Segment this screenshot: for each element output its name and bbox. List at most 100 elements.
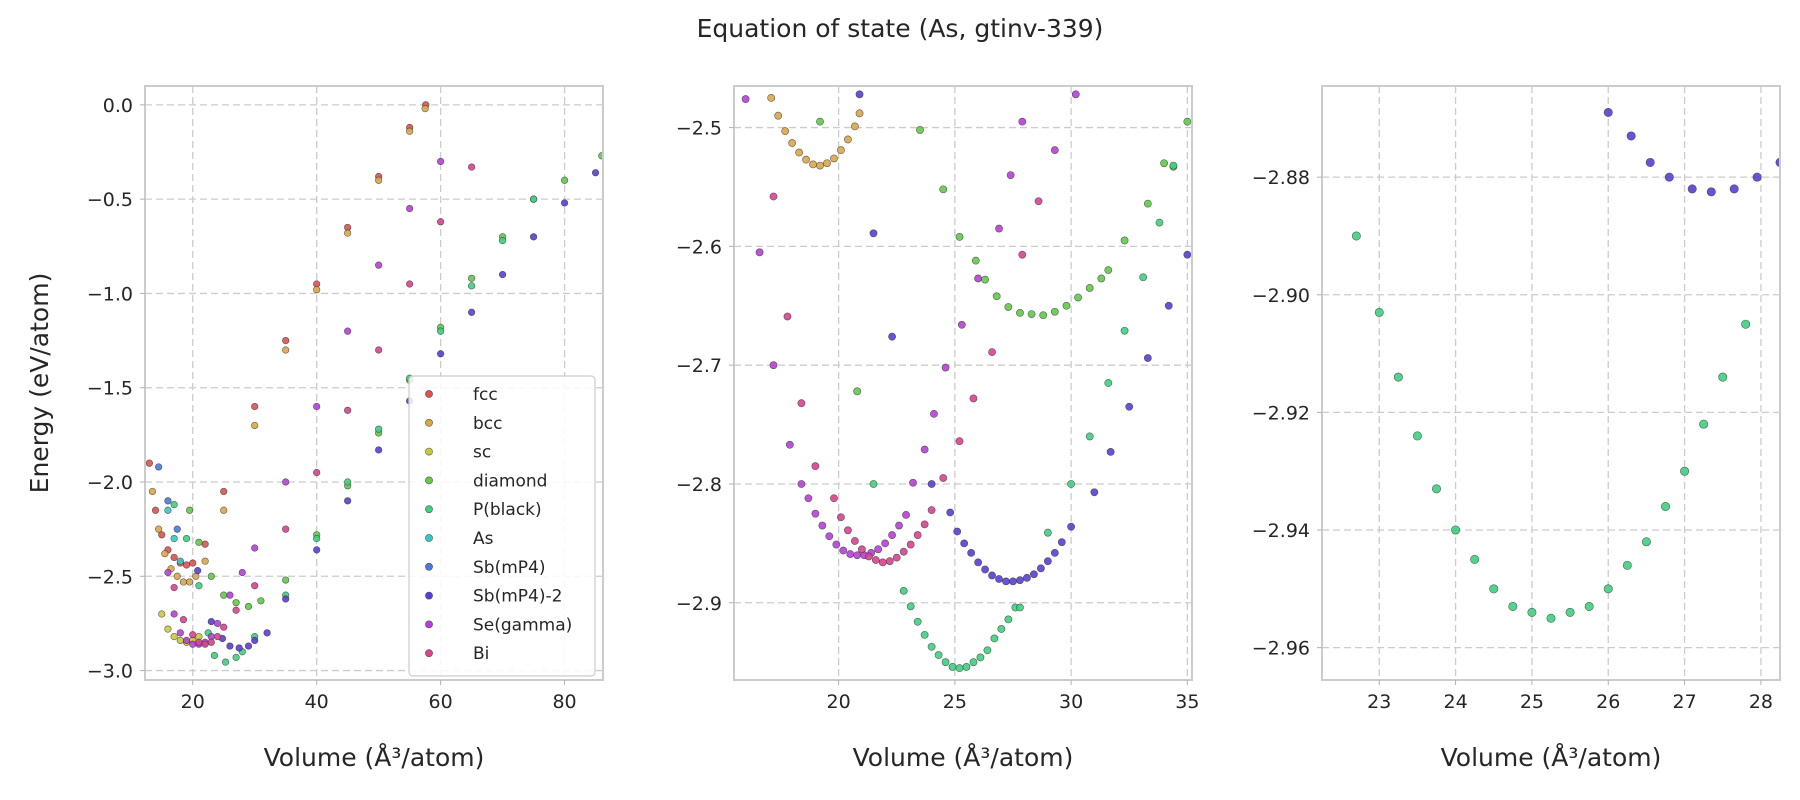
data-point [797, 399, 806, 408]
data-point [170, 501, 178, 509]
data-point [864, 552, 873, 561]
data-point [1043, 557, 1052, 566]
data-point [1729, 184, 1739, 194]
series-Sb(mP4)-2 [855, 90, 1192, 586]
data-point [927, 642, 936, 651]
data-point [529, 233, 538, 241]
data-point [226, 642, 234, 650]
x-tick-label: 24 [1443, 691, 1467, 713]
data-point [468, 282, 476, 290]
data-point [282, 525, 290, 533]
legend-item-diamond: diamond [425, 471, 547, 491]
data-point [1050, 146, 1059, 155]
data-point [1155, 218, 1164, 227]
data-point [313, 402, 321, 411]
data-point [1641, 537, 1651, 547]
data-point [855, 109, 864, 118]
data-point [837, 513, 845, 522]
data-point [995, 224, 1003, 233]
data-point [1565, 607, 1575, 617]
x-tick-label: 28 [1749, 691, 1773, 713]
legend-item-Bi: Bi [425, 644, 489, 664]
series-Bi [769, 192, 1043, 567]
data-point [990, 634, 999, 643]
data-point [232, 599, 240, 607]
x-axis-label: Volume (Å³/atom) [853, 743, 1074, 772]
data-point [201, 640, 209, 648]
data-point [816, 117, 824, 126]
data-point [1752, 172, 1762, 182]
data-point [1183, 117, 1192, 126]
data-point [251, 636, 259, 645]
data-point [1626, 131, 1636, 141]
data-point [344, 406, 352, 414]
y-tick-label: −2.90 [1252, 285, 1310, 307]
data-point [189, 640, 197, 648]
legend-item-fcc: fcc [425, 385, 498, 405]
data-point [207, 617, 215, 626]
data-point [871, 556, 880, 564]
data-point [957, 320, 966, 329]
data-point [560, 176, 569, 184]
legend-item-Sb(mP4)-2: Sb(mP4)-2 [425, 587, 562, 607]
chart-panel-3: 23 24 25 26 27 28 −2.88 −2.90 −2.92 −2.94 −2.96 Vol… [1252, 85, 1781, 772]
data-point [878, 558, 887, 567]
data-point [927, 480, 936, 488]
legend-label: fcc [473, 385, 498, 405]
x-tick-label: 60 [429, 691, 453, 713]
data-point [421, 105, 429, 113]
data-point [804, 494, 813, 503]
legend-label: Se(gamma) [473, 615, 572, 635]
data-point [437, 218, 445, 226]
data-point [1393, 372, 1403, 382]
data-point [498, 237, 507, 245]
legend-marker [425, 562, 433, 571]
data-point [1002, 577, 1010, 586]
data-point [839, 546, 848, 555]
series-fcc [145, 101, 430, 569]
data-point [176, 636, 184, 645]
data-point [1775, 157, 1780, 167]
data-point [406, 280, 414, 288]
data-point [1018, 117, 1027, 126]
data-point [934, 651, 943, 659]
data-point [235, 644, 243, 652]
data-point [170, 534, 178, 543]
data-point [1412, 431, 1422, 441]
data-point [1451, 525, 1461, 535]
data-point [1071, 90, 1080, 99]
series-As [164, 506, 184, 565]
data-point [955, 437, 964, 446]
data-point [850, 122, 859, 131]
data-point [774, 111, 783, 120]
data-point [164, 506, 172, 514]
data-point [1169, 161, 1178, 170]
data-point [885, 557, 894, 566]
data-point [818, 521, 827, 530]
data-point [939, 185, 948, 194]
y-tick-label: −2.5 [87, 566, 133, 588]
data-point [529, 195, 538, 203]
data-point [946, 508, 955, 517]
data-point [755, 248, 764, 257]
y-tick-label: −1.0 [87, 283, 133, 305]
data-point [201, 540, 209, 548]
legend-item-sc: sc [425, 443, 491, 463]
data-point [948, 663, 957, 671]
data-point [161, 550, 169, 558]
data-point [194, 567, 202, 575]
data-point [1067, 522, 1076, 531]
data-point [182, 534, 191, 543]
data-point [913, 531, 922, 539]
data-point [220, 591, 228, 599]
data-point [251, 402, 259, 411]
data-point [406, 204, 414, 213]
data-point [232, 653, 240, 661]
data-point [164, 625, 172, 633]
data-point [179, 616, 188, 624]
x-tick-label: 26 [1596, 691, 1620, 713]
data-point [811, 462, 820, 471]
x-tick-label: 40 [305, 691, 329, 713]
data-point [797, 480, 806, 488]
